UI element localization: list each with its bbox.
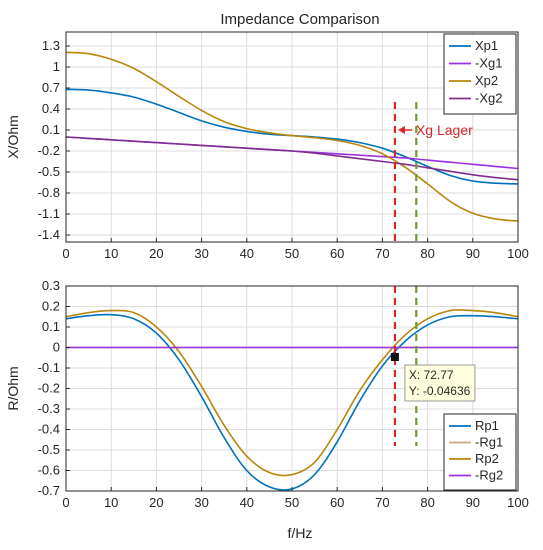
legend-entry: Rp2 <box>475 451 499 466</box>
y-tick-label: 0 <box>53 340 60 355</box>
series-line-xp2 <box>66 51 518 222</box>
legend-entry: -Rg2 <box>475 468 503 483</box>
x-tick-label: 100 <box>507 495 529 510</box>
x-tick-label: 80 <box>420 495 434 510</box>
x-tick-label: 70 <box>375 246 389 261</box>
x-tick-label: 30 <box>194 495 208 510</box>
y-tick-label: -0.8 <box>38 185 60 200</box>
legend-box <box>443 33 517 115</box>
y-tick-label: -0.7 <box>38 483 60 498</box>
x-tick-label: 20 <box>149 495 163 510</box>
y-tick-label: 0.4 <box>42 101 60 116</box>
x-tick-label: 90 <box>466 246 480 261</box>
x-tick-label: 20 <box>149 246 163 261</box>
y-tick-label: -1.1 <box>38 206 60 221</box>
datatip-box <box>404 364 476 402</box>
x-axis-label: f/Hz <box>288 525 313 541</box>
x-tick-label: 10 <box>104 246 118 261</box>
y-tick-label: -0.4 <box>38 422 60 437</box>
legend-entry: Xp1 <box>475 38 498 53</box>
x-tick-label: 70 <box>375 495 389 510</box>
x-tick-label: 50 <box>285 246 299 261</box>
y-tick-label: 1.3 <box>42 38 60 53</box>
x-tick-label: 90 <box>466 495 480 510</box>
chart-title: Impedance Comparison <box>220 11 379 28</box>
y-tick-label: -1.4 <box>38 227 60 242</box>
datatip-y-text: Y: -0.04636 <box>409 384 471 398</box>
annotation-arrowhead <box>397 126 405 134</box>
y-tick-label: -0.1 <box>38 360 60 375</box>
y-tick-label: -0.2 <box>38 143 60 158</box>
y-tick-label: 0.1 <box>42 319 60 334</box>
series-line-rp2 <box>66 309 518 477</box>
x-tick-label: 40 <box>240 246 254 261</box>
y-tick-label: 0.1 <box>42 122 60 137</box>
x-tick-label: 80 <box>420 246 434 261</box>
resistance-plot: 0 10 20 30 40 50 60 70 80 90 100 -0.7 -0.6 -0.5 -0.4 -0… <box>5 278 529 510</box>
y-tick-label: -0.3 <box>38 401 60 416</box>
y-tick-label: 0.7 <box>42 80 60 95</box>
y-tick-label: -0.5 <box>38 164 60 179</box>
legend-entry: -Xg2 <box>475 91 502 106</box>
y-tick-label: 0.3 <box>42 278 60 293</box>
annotation-label: Xg Lager <box>416 122 473 138</box>
y-tick-label: 1 <box>53 59 60 74</box>
y-axis-label: X/Ohm <box>5 115 21 159</box>
x-tick-label: 100 <box>507 246 529 261</box>
x-tick-label: 0 <box>62 495 69 510</box>
legend-entry: Xp2 <box>475 73 498 88</box>
datatip-marker <box>390 353 399 362</box>
y-tick-label: 0.2 <box>42 299 60 314</box>
y-tick-label: -0.5 <box>38 442 60 457</box>
x-tick-label: 60 <box>330 246 344 261</box>
datatip-x-text: X: 72.77 <box>409 368 454 382</box>
x-tick-label: 0 <box>62 246 69 261</box>
series-line-xg2 <box>66 136 518 181</box>
x-tick-label: 50 <box>285 495 299 510</box>
x-tick-label: 60 <box>330 495 344 510</box>
legend-entry: -Xg1 <box>475 56 502 71</box>
x-tick-label: 30 <box>194 246 208 261</box>
x-tick-label: 10 <box>104 495 118 510</box>
legend-entry: Rp1 <box>475 418 499 433</box>
y-tick-label: -0.2 <box>38 381 60 396</box>
y-tick-label: -0.6 <box>38 463 60 478</box>
y-axis-label: R/Ohm <box>5 366 21 410</box>
legend-entry: -Rg1 <box>475 435 503 450</box>
reactance-plot: 0 10 20 30 40 50 60 70 80 90 100 -1.4 -1.1 -0.8 -0.5 -0… <box>5 31 529 261</box>
x-tick-label: 40 <box>240 495 254 510</box>
legend: Xp1 -Xg1 Xp2 -Xg2 <box>443 33 517 115</box>
